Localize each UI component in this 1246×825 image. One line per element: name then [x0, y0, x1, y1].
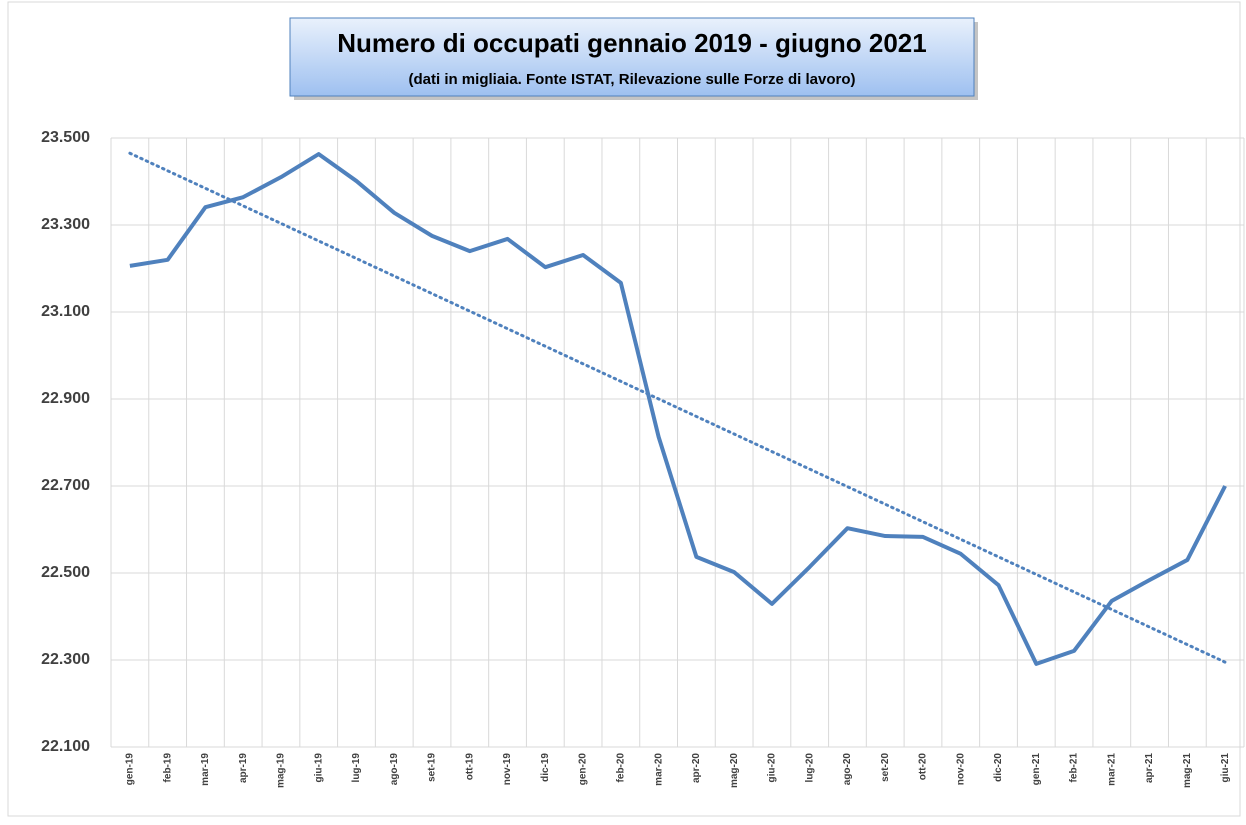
- x-tick-label: mag-19: [276, 753, 287, 788]
- title-box: [289, 17, 975, 97]
- x-tick-label: giu-19: [313, 753, 324, 783]
- chart-subtitle: (dati in migliaia. Fonte ISTAT, Rilevazi…: [408, 71, 855, 88]
- x-tick-label: mar-20: [653, 753, 664, 786]
- x-tick-label: mag-21: [1182, 753, 1193, 788]
- x-tick-label: lug-19: [351, 753, 362, 783]
- y-tick-label: 23.500: [41, 129, 90, 146]
- x-tick-label: gen-19: [125, 753, 136, 786]
- x-tick-label: giu-20: [767, 753, 778, 783]
- y-tick-label: 23.100: [41, 303, 90, 320]
- x-tick-label: nov-20: [955, 753, 966, 786]
- x-tick-label: feb-21: [1069, 753, 1080, 783]
- x-tick-label: apr-20: [691, 753, 702, 783]
- x-tick-label: apr-19: [238, 753, 249, 783]
- y-tick-label: 22.900: [41, 390, 90, 407]
- x-tick-label: ago-20: [842, 753, 853, 786]
- data-line: [129, 152, 1227, 666]
- x-tick-label: feb-20: [615, 753, 626, 783]
- x-tick-label: dic-20: [993, 753, 1004, 782]
- y-tick-label: 22.100: [41, 738, 90, 755]
- x-tick-label: feb-19: [162, 753, 173, 783]
- x-tick-label: set-20: [880, 753, 891, 782]
- y-tick-label: 22.700: [41, 477, 90, 494]
- x-tick-label: apr-21: [1144, 753, 1155, 783]
- x-tick-label: set-19: [427, 753, 438, 782]
- x-tick-label: ott-20: [918, 753, 929, 781]
- chart-title: Numero di occupati gennaio 2019 - giugno…: [337, 28, 926, 58]
- x-tick-label: gen-20: [578, 753, 589, 786]
- x-tick-label: giu-21: [1220, 753, 1231, 783]
- x-tick-label: mar-21: [1106, 753, 1117, 786]
- x-tick-label: dic-19: [540, 753, 551, 782]
- y-tick-label: 22.500: [41, 564, 90, 581]
- x-tick-label: gen-21: [1031, 753, 1042, 786]
- y-tick-label: 22.300: [41, 651, 90, 668]
- x-tick-label: ago-19: [389, 753, 400, 786]
- x-tick-label: lug-20: [804, 753, 815, 783]
- x-tick-label: mag-20: [729, 753, 740, 788]
- x-tick-label: nov-19: [502, 753, 513, 786]
- y-tick-label: 23.300: [41, 216, 90, 233]
- x-tick-label: mar-19: [200, 753, 211, 786]
- x-tick-label: ott-19: [464, 753, 475, 781]
